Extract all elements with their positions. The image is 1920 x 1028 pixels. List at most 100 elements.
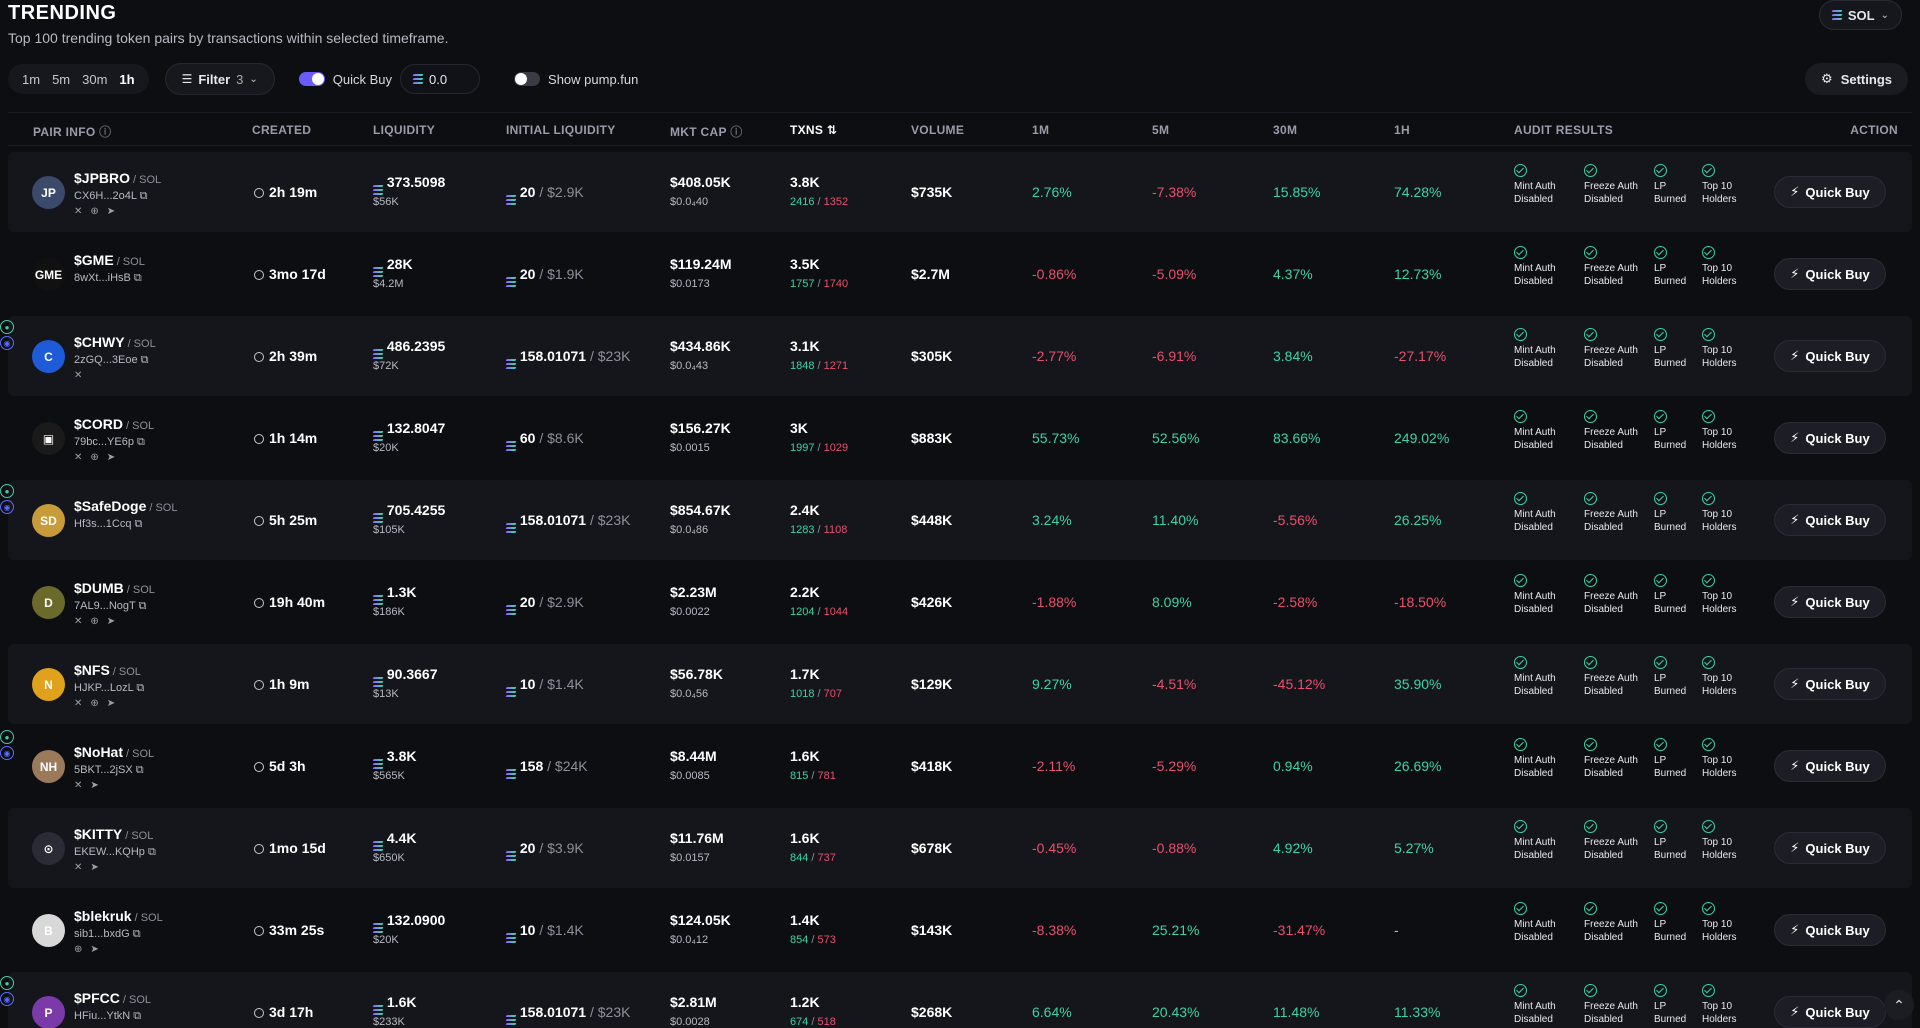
token-address[interactable]: Hf3s...1Ccq ⧉: [74, 518, 143, 530]
table-row[interactable]: ⊙ $KITTY / SOL EKEW...KQHp ⧉ ✕➤ 1mo 15d 4…: [8, 808, 1912, 888]
token-symbol-cell[interactable]: $PFCC / SOL: [74, 990, 151, 1006]
table-row[interactable]: N $NFS / SOL HJKP...LozL ⧉ ✕⊕➤ 1h 9m 90.3…: [8, 644, 1912, 724]
table-row[interactable]: ● ◉ SD $SafeDoge / SOL Hf3s...1Ccq ⧉ 5h 25…: [0, 480, 1912, 560]
settings-button[interactable]: ⚙ Settings: [1805, 63, 1908, 95]
token-avatar[interactable]: JP: [32, 176, 65, 209]
x-icon[interactable]: ✕: [74, 452, 91, 463]
quick-buy-button[interactable]: ⚡︎ Quick Buy: [1774, 340, 1886, 372]
quick-buy-button[interactable]: ⚡︎ Quick Buy: [1774, 258, 1886, 290]
x-icon[interactable]: ✕: [74, 698, 91, 709]
token-symbol-cell[interactable]: $CHWY / SOL: [74, 334, 156, 350]
token-symbol-cell[interactable]: $CORD / SOL: [74, 416, 154, 432]
token-address[interactable]: HFiu...YtkN ⧉: [74, 1010, 142, 1022]
x-icon[interactable]: ✕: [74, 862, 91, 873]
globe-icon[interactable]: ⊕: [90, 206, 107, 217]
x-icon[interactable]: ✕: [74, 370, 91, 381]
quick-buy-button[interactable]: ⚡︎ Quick Buy: [1774, 832, 1886, 864]
token-symbol-cell[interactable]: $JPBRO / SOL: [74, 170, 161, 186]
token-avatar[interactable]: N: [32, 668, 65, 701]
token-avatar[interactable]: SD: [32, 504, 65, 537]
timeframe-1h[interactable]: 1h: [119, 71, 135, 87]
table-row[interactable]: ● ◉ P $PFCC / SOL HFiu...YtkN ⧉ 3d 17h 1.6…: [0, 972, 1912, 1028]
token-avatar[interactable]: GME: [32, 258, 65, 291]
globe-icon[interactable]: ⊕: [90, 452, 107, 463]
table-row[interactable]: JP $JPBRO / SOL CX6H...2o4L ⧉ ✕⊕➤ 2h 19m …: [8, 152, 1912, 232]
quick-buy-button[interactable]: ⚡︎ Quick Buy: [1774, 586, 1886, 618]
copy-icon[interactable]: ⧉: [147, 846, 156, 858]
token-address[interactable]: 2zGQ...3Eoe ⧉: [74, 354, 149, 366]
token-avatar[interactable]: NH: [32, 750, 65, 783]
telegram-icon[interactable]: ➤: [90, 780, 107, 791]
globe-icon[interactable]: ⊕: [90, 616, 107, 627]
copy-icon[interactable]: ⧉: [140, 354, 149, 366]
timeframe-30m[interactable]: 30m: [82, 71, 108, 87]
telegram-icon[interactable]: ➤: [90, 944, 107, 955]
col-txns[interactable]: TXNS ⇅: [790, 123, 838, 137]
liquidity-cell: 4.4K: [372, 830, 416, 851]
change-30m: 0.94%: [1273, 758, 1313, 774]
token-address[interactable]: 8wXt...iHsB ⧉: [74, 272, 142, 284]
token-symbol-cell[interactable]: $SafeDoge / SOL: [74, 498, 177, 514]
timeframe-1m[interactable]: 1m: [22, 71, 41, 87]
chain-select[interactable]: SOL ⌄: [1818, 0, 1902, 30]
token-symbol-cell[interactable]: $NFS / SOL: [74, 662, 141, 678]
copy-icon[interactable]: ⧉: [132, 928, 141, 940]
quick-buy-button[interactable]: ⚡︎ Quick Buy: [1774, 996, 1886, 1028]
token-symbol-cell[interactable]: $NoHat / SOL: [74, 744, 154, 760]
token-avatar[interactable]: ▣: [32, 422, 65, 455]
token-address[interactable]: CX6H...2o4L ⧉: [74, 190, 148, 202]
telegram-icon[interactable]: ➤: [106, 698, 124, 709]
globe-icon[interactable]: ⊕: [90, 698, 107, 709]
table-row[interactable]: D $DUMB / SOL 7AL9...NogT ⧉ ✕⊕➤ 19h 40m 1…: [8, 562, 1912, 642]
copy-icon[interactable]: ⧉: [139, 190, 148, 202]
token-address[interactable]: 5BKT...2jSX ⧉: [74, 764, 144, 776]
telegram-icon[interactable]: ➤: [106, 452, 124, 463]
quick-buy-amount-input[interactable]: 0.0: [400, 64, 481, 94]
table-row[interactable]: ● ◉ C $CHWY / SOL 2zGQ...3Eoe ⧉ ✕ 2h 39m 4…: [0, 316, 1912, 396]
token-avatar[interactable]: B: [32, 914, 65, 947]
token-address[interactable]: HJKP...LozL ⧉: [74, 682, 145, 694]
telegram-icon[interactable]: ➤: [106, 206, 124, 217]
quick-buy-button[interactable]: ⚡︎ Quick Buy: [1774, 914, 1886, 946]
token-symbol-cell[interactable]: $GME / SOL: [74, 252, 145, 268]
token-symbol-cell[interactable]: $DUMB / SOL: [74, 580, 155, 596]
scroll-to-top-button[interactable]: ⌃: [1884, 990, 1914, 1020]
table-row[interactable]: ▣ $CORD / SOL 79bc...YE6p ⧉ ✕⊕➤ 1h 14m 13…: [8, 398, 1912, 478]
telegram-icon[interactable]: ➤: [90, 862, 107, 873]
x-icon[interactable]: ✕: [74, 616, 91, 627]
quick-buy-button[interactable]: ⚡︎ Quick Buy: [1774, 422, 1886, 454]
token-avatar[interactable]: D: [32, 586, 65, 619]
token-address[interactable]: 7AL9...NogT ⧉: [74, 600, 147, 612]
timeframe-5m[interactable]: 5m: [52, 71, 71, 87]
timeframe-selector: 1m 5m 30m 1h: [8, 64, 149, 94]
copy-icon[interactable]: ⧉: [133, 1010, 142, 1022]
token-avatar[interactable]: C: [32, 340, 65, 373]
table-row[interactable]: ● ◉ NH $NoHat / SOL 5BKT...2jSX ⧉ ✕➤ 5d 3h…: [0, 726, 1912, 806]
quick-buy-button[interactable]: ⚡︎ Quick Buy: [1774, 504, 1886, 536]
copy-icon[interactable]: ⧉: [135, 764, 144, 776]
copy-icon[interactable]: ⧉: [137, 436, 145, 448]
copy-icon[interactable]: ⧉: [133, 272, 142, 284]
quick-buy-toggle[interactable]: [298, 72, 325, 86]
token-avatar[interactable]: P: [32, 996, 65, 1028]
quick-buy-button[interactable]: ⚡︎ Quick Buy: [1774, 668, 1886, 700]
x-icon[interactable]: ✕: [74, 780, 91, 791]
telegram-icon[interactable]: ➤: [106, 616, 124, 627]
globe-icon[interactable]: ⊕: [74, 944, 91, 955]
copy-icon[interactable]: ⧉: [138, 600, 147, 612]
token-symbol-cell[interactable]: $KITTY / SOL: [74, 826, 153, 842]
filter-button[interactable]: ☰ Filter 3 ⌄: [164, 63, 275, 95]
table-row[interactable]: GME $GME / SOL 8wXt...iHsB ⧉ 3mo 17d 28K …: [8, 234, 1912, 314]
x-icon[interactable]: ✕: [74, 206, 91, 217]
token-address[interactable]: EKEW...KQHp ⧉: [74, 846, 156, 858]
show-pump-toggle[interactable]: [514, 72, 541, 86]
copy-icon[interactable]: ⧉: [136, 682, 145, 694]
token-avatar[interactable]: ⊙: [32, 832, 65, 865]
token-symbol-cell[interactable]: $blekruk / SOL: [74, 908, 163, 924]
copy-icon[interactable]: ⧉: [134, 518, 143, 530]
token-address[interactable]: sib1...bxdG ⧉: [74, 928, 141, 940]
table-row[interactable]: B $blekruk / SOL sib1...bxdG ⧉ ⊕➤ 33m 25s…: [8, 890, 1912, 970]
quick-buy-button[interactable]: ⚡︎ Quick Buy: [1774, 750, 1886, 782]
quick-buy-button[interactable]: ⚡︎ Quick Buy: [1774, 176, 1886, 208]
token-address[interactable]: 79bc...YE6p ⧉: [74, 436, 145, 448]
